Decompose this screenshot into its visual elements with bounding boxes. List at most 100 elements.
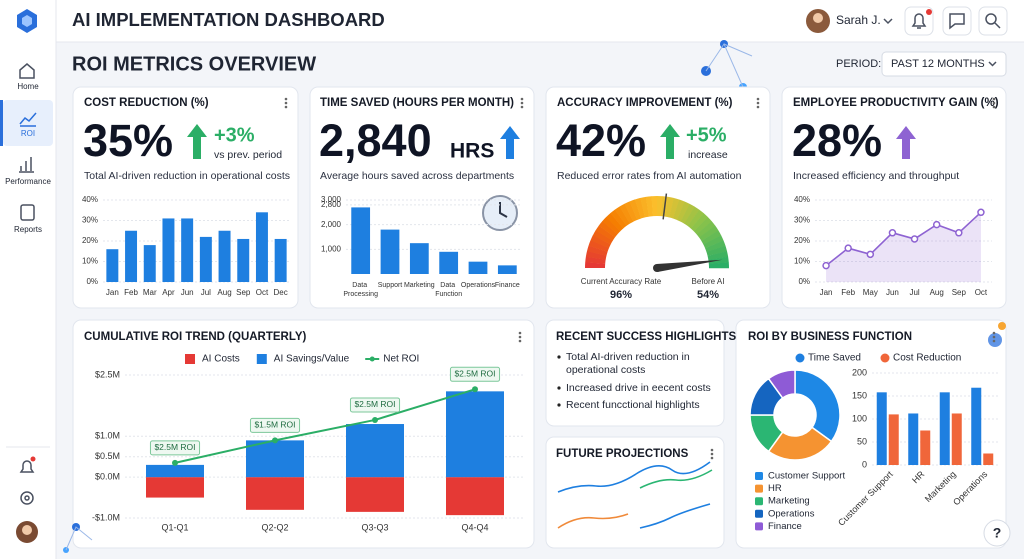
y-tick-label: 200 bbox=[852, 367, 867, 377]
x-tick-label: Oct bbox=[256, 288, 269, 297]
notifications-button[interactable] bbox=[904, 6, 934, 36]
nav-roi[interactable]: ROI bbox=[21, 129, 35, 138]
avatar-face bbox=[813, 13, 823, 23]
bar bbox=[237, 238, 250, 282]
card-menu[interactable] bbox=[520, 97, 524, 109]
card-title: EMPLOYEE PRODUCTIVITY GAIN (%) bbox=[793, 97, 999, 109]
line: Processing bbox=[343, 291, 378, 298]
legend-label: Net ROI bbox=[383, 354, 419, 365]
x-tick-label: Feb bbox=[841, 288, 855, 297]
menu-dot bbox=[992, 97, 996, 101]
bar bbox=[409, 243, 429, 274]
card-menu[interactable] bbox=[710, 448, 714, 460]
sidebar-avatar-face bbox=[22, 525, 32, 535]
gauge-arc bbox=[706, 245, 728, 257]
y-tick-label: 0% bbox=[798, 277, 810, 286]
card-menu[interactable] bbox=[284, 97, 288, 109]
legend-swatch bbox=[880, 353, 890, 363]
user-menu-chevron[interactable] bbox=[883, 18, 893, 25]
point bbox=[372, 416, 378, 423]
gauge-arc bbox=[703, 235, 724, 249]
gauge-arc bbox=[707, 251, 729, 261]
pie-slice bbox=[767, 369, 796, 400]
legend-label: HR bbox=[768, 483, 782, 494]
bar bbox=[246, 477, 304, 510]
y-tick-label: 10% bbox=[82, 257, 98, 266]
card-menu[interactable] bbox=[518, 331, 522, 343]
bar bbox=[181, 218, 194, 282]
bar bbox=[146, 477, 204, 498]
period-select[interactable] bbox=[881, 51, 1007, 77]
legend-swatch bbox=[755, 509, 763, 518]
gauge-arc bbox=[684, 206, 700, 227]
menu-dot bbox=[992, 101, 996, 105]
card-menu[interactable] bbox=[756, 97, 760, 109]
card-title: RECENT SUCCESS HIGHLIGHTS bbox=[556, 331, 737, 343]
help-label[interactable]: ? bbox=[993, 525, 1002, 541]
point bbox=[932, 220, 941, 229]
x-tick-label: Mar bbox=[143, 288, 157, 297]
gauge-arc bbox=[606, 213, 624, 232]
annotation-box bbox=[449, 366, 501, 382]
gauge-arc bbox=[588, 240, 610, 252]
nav-performance[interactable]: Performance bbox=[5, 177, 51, 186]
deco-links bbox=[705, 42, 753, 88]
card-title: ROI BY BUSINESS FUNCTION bbox=[748, 331, 912, 343]
legend-label: AI Savings/Value bbox=[274, 354, 350, 365]
y-tick-label: 50 bbox=[857, 436, 867, 446]
gauge-value: 54% bbox=[697, 289, 719, 301]
gauge-arc bbox=[693, 217, 712, 235]
search-button[interactable] bbox=[978, 6, 1008, 36]
bar bbox=[106, 249, 119, 282]
help-button[interactable] bbox=[983, 519, 1011, 547]
line: Data bbox=[440, 282, 457, 289]
point bbox=[472, 386, 478, 393]
card-menu[interactable] bbox=[992, 97, 996, 109]
card-menu[interactable] bbox=[992, 331, 996, 343]
bar bbox=[199, 236, 212, 282]
gauge-arc bbox=[705, 240, 726, 253]
bullet bbox=[557, 403, 561, 407]
x-tick-label: Data Function bbox=[435, 282, 462, 298]
sidebar-bell[interactable] bbox=[19, 460, 35, 473]
bar bbox=[346, 424, 404, 478]
gauge-arc bbox=[645, 196, 654, 217]
bar bbox=[439, 251, 459, 274]
menu-dot bbox=[284, 97, 288, 101]
line bbox=[174, 388, 476, 464]
x-tick-label: Q4-Q4 bbox=[461, 522, 488, 532]
sparkline bbox=[639, 503, 711, 529]
x-tick-label: Sep bbox=[236, 288, 251, 297]
bar bbox=[939, 392, 950, 465]
settings-icon[interactable] bbox=[20, 491, 34, 505]
gauge-arc bbox=[687, 209, 704, 229]
point bbox=[888, 229, 897, 237]
x-tick-label: Oct bbox=[975, 288, 988, 297]
pie-slice bbox=[794, 369, 841, 443]
legend-swatch bbox=[755, 484, 763, 493]
gauge-arc bbox=[585, 256, 606, 264]
annotation-box bbox=[349, 397, 401, 413]
x-tick-label: Jul bbox=[201, 288, 211, 297]
kpi-delta: +5% bbox=[686, 124, 727, 146]
legend-label: AI Costs bbox=[202, 354, 240, 365]
messages-button[interactable] bbox=[942, 6, 972, 36]
menu-dot bbox=[518, 339, 522, 343]
user-name[interactable]: Sarah J. bbox=[836, 13, 881, 27]
period-value[interactable]: PAST 12 MONTHS bbox=[891, 58, 985, 70]
line: operational costs bbox=[566, 364, 645, 376]
bar bbox=[143, 245, 156, 282]
y-tick-label: $2.5M bbox=[95, 369, 120, 379]
legend-swatch bbox=[256, 354, 267, 364]
up-arrow bbox=[896, 126, 916, 159]
nav-active-bg bbox=[3, 100, 53, 146]
legend-label: Cost Reduction bbox=[893, 353, 961, 364]
x-tick-label: Jan bbox=[106, 288, 119, 297]
nav-reports[interactable]: Reports bbox=[14, 225, 42, 234]
y-tick-label: $1.0M bbox=[95, 431, 120, 441]
menu-dot bbox=[284, 101, 288, 105]
gauge-arc bbox=[602, 216, 621, 235]
kpi-value: 28% bbox=[792, 115, 882, 166]
bell-icon bbox=[911, 13, 927, 29]
nav-home[interactable]: Home bbox=[17, 82, 39, 91]
